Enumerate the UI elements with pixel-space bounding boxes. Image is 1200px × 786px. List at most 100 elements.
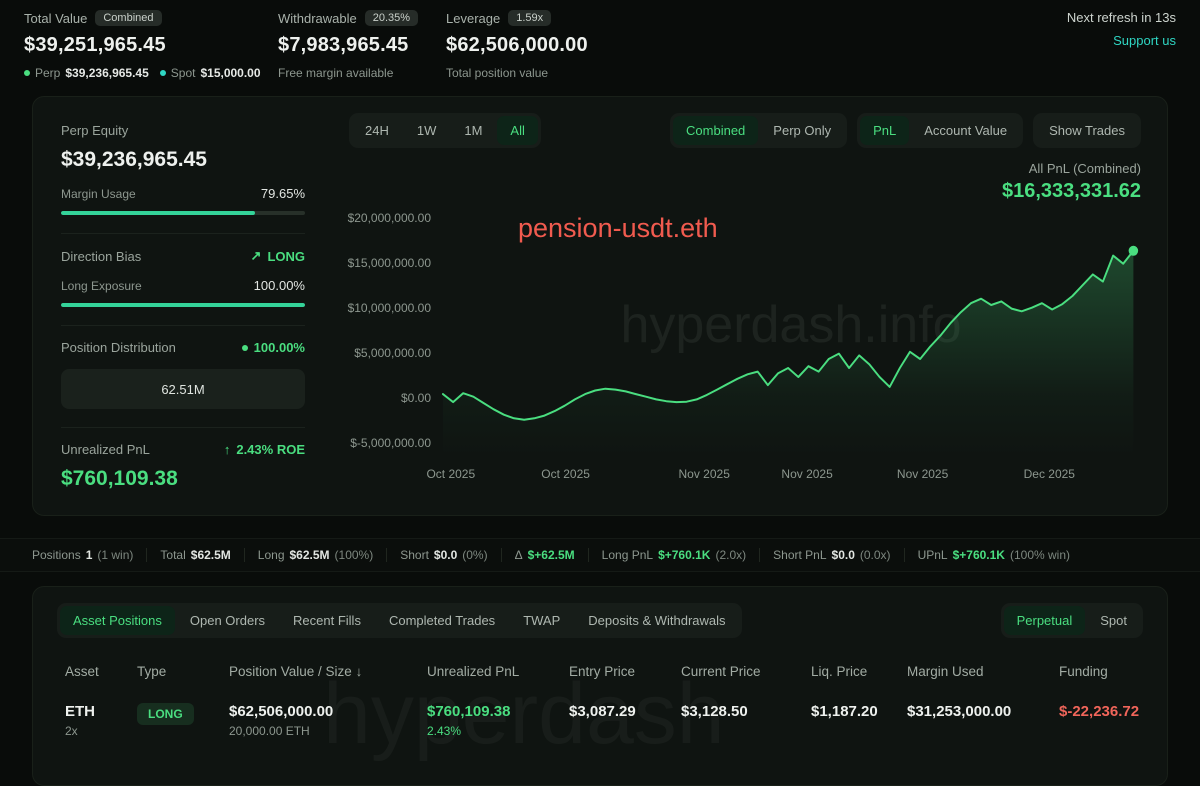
trend-up-icon: ↗: [250, 248, 262, 263]
range-tab-all[interactable]: All: [497, 116, 538, 145]
summary-value: $62.5M: [190, 548, 231, 562]
tab-spot[interactable]: Spot: [1087, 606, 1140, 635]
tab-asset-positions[interactable]: Asset Positions: [60, 606, 175, 635]
unrealized-pnl-cell: $760,109.38 2.43%: [427, 703, 569, 738]
direction-bias-value: LONG: [267, 248, 305, 264]
margin-usage-label: Margin Usage: [61, 186, 136, 201]
entry-price-cell: $3,087.29: [569, 703, 636, 720]
last-point-dot: [1128, 245, 1139, 256]
col-header-margin-used[interactable]: Margin Used: [907, 664, 984, 679]
summary-item-total: Total $62.5M: [146, 548, 243, 562]
summary-item-upnl: UPnL $+760.1K (100% win): [903, 548, 1083, 562]
y-axis-tick: $20,000,000.00: [347, 210, 431, 225]
long-badge: LONG: [137, 703, 194, 725]
col-header-asset[interactable]: Asset: [65, 664, 99, 679]
x-axis: Oct 2025 Oct 2025 Nov 2025 Nov 2025 Nov 2025…: [426, 467, 1141, 489]
summary-label: Δ: [514, 548, 523, 562]
col-header-position-value-size[interactable]: Position Value / Size ↓: [229, 664, 363, 679]
summary-label: Long: [257, 548, 285, 562]
mode-tab-perp-only[interactable]: Perp Only: [760, 116, 844, 145]
margin-usage-bar: [61, 211, 305, 215]
x-axis-tick: Oct 2025: [541, 467, 590, 481]
pnl-line: [441, 249, 1135, 421]
show-trades-button[interactable]: Show Trades: [1036, 116, 1138, 145]
support-link[interactable]: Support us: [1113, 33, 1176, 48]
long-exposure-bar: [61, 303, 305, 307]
spot-label: Spot: [170, 66, 196, 80]
y-axis-tick: $10,000,000.00: [347, 300, 431, 315]
position-row[interactable]: ETH 2x LONG $62,506,000.00 20,000.00 ETH $760…: [57, 703, 1143, 738]
mode-tab-combined[interactable]: Combined: [673, 116, 759, 145]
asset-leverage: 2x: [65, 724, 78, 738]
tab-completed-trades[interactable]: Completed Trades: [376, 606, 508, 635]
metric-tab-pnl[interactable]: PnL: [860, 116, 910, 145]
sort-desc-icon[interactable]: ↓: [351, 664, 363, 679]
market-type-tabs: Perpetual Spot: [1000, 603, 1143, 638]
margin-usage-bar-fill: [61, 211, 256, 215]
portfolio-card: Perp Equity $39,236,965.45 Margin Usage …: [32, 96, 1168, 516]
summary-label: Positions: [32, 548, 81, 562]
metric-tab-account-value[interactable]: Account Value: [911, 116, 1020, 145]
total-value-label: Total Value: [24, 10, 88, 26]
summary-value: $0.0: [831, 548, 855, 562]
summary-extra: (2.0x): [715, 548, 747, 562]
current-price-cell: $3,128.50: [681, 703, 748, 720]
summary-extra: (0%): [462, 548, 488, 562]
col-header-entry-price[interactable]: Entry Price: [569, 664, 636, 679]
summary-extra: (1 win): [97, 548, 134, 562]
all-pnl-label: All PnL (Combined): [1028, 161, 1141, 176]
col-header-current-price[interactable]: Current Price: [681, 664, 761, 679]
tab-recent-fills[interactable]: Recent Fills: [280, 606, 374, 635]
col-header-unrealized-pnl[interactable]: Unrealized PnL: [427, 664, 520, 679]
summary-item-short: Short $0.0 (0%): [386, 548, 500, 562]
summary-item-long: Long $62.5M (100%): [243, 548, 386, 562]
tab-twap[interactable]: TWAP: [510, 606, 573, 635]
withdrawable-sub: Free margin available: [278, 66, 394, 80]
liq-price-cell: $1,187.20: [811, 703, 878, 720]
divider: [61, 427, 305, 428]
summary-extra: (0.0x): [859, 548, 891, 562]
col-header-type[interactable]: Type: [137, 664, 167, 679]
positions-summary-bar: Positions 1 (1 win) Total $62.5M Long $62.5M (1…: [0, 538, 1200, 572]
range-tab-1m[interactable]: 1M: [451, 116, 495, 145]
long-exposure-label: Long Exposure: [61, 278, 142, 293]
positions-table: Asset Type Position Value / Size ↓ Unrealiz…: [57, 664, 1143, 738]
summary-value: $62.5M: [289, 548, 330, 562]
summary-item-positions: Positions 1 (1 win): [32, 548, 146, 562]
leverage-label: Leverage: [446, 10, 501, 26]
withdrawable-pct-badge: 20.35%: [364, 10, 419, 26]
long-exposure-bar-fill: [61, 303, 305, 307]
wallet-name-overlay: pension-usdt.eth: [518, 213, 718, 243]
arrow-up-icon: ↑: [223, 442, 231, 457]
portfolio-sidebar: Perp Equity $39,236,965.45 Margin Usage …: [33, 97, 333, 515]
summary-label: UPnL: [917, 548, 948, 562]
tab-open-orders[interactable]: Open Orders: [177, 606, 278, 635]
range-tab-1w[interactable]: 1W: [404, 116, 450, 145]
distribution-segment[interactable]: 62.51M: [61, 369, 305, 409]
summary-extra: (100% win): [1009, 548, 1071, 562]
summary-value: $+760.1K: [658, 548, 711, 562]
summary-value: $+760.1K: [952, 548, 1005, 562]
spot-value: $15,000.00: [200, 66, 261, 80]
tab-perpetual[interactable]: Perpetual: [1003, 606, 1086, 635]
type-cell: LONG: [137, 703, 229, 725]
table-header-row: Asset Type Position Value / Size ↓ Unrealiz…: [57, 664, 1143, 679]
x-axis-tick: Dec 2025: [1023, 467, 1075, 481]
y-axis-tick: $-5,000,000.00: [350, 435, 431, 450]
summary-items: Positions 1 (1 win) Total $62.5M Long $62.5M (1…: [32, 548, 1083, 562]
col-header-liq-price[interactable]: Liq. Price: [811, 664, 868, 679]
pnl-chart-svg[interactable]: [441, 207, 1141, 457]
y-axis: $20,000,000.00 $15,000,000.00 $10,000,000.…: [347, 207, 441, 457]
y-axis-tick: $15,000,000.00: [347, 255, 431, 270]
tab-deposits-withdrawals[interactable]: Deposits & Withdrawals: [575, 606, 738, 635]
col-header-funding[interactable]: Funding: [1059, 664, 1108, 679]
range-tab-24h[interactable]: 24H: [352, 116, 402, 145]
withdrawable-amount: $7,983,965.45: [278, 34, 409, 56]
pnl-chart-plot[interactable]: hyperdash.info pension: [441, 207, 1141, 457]
x-axis-tick: Oct 2025: [426, 467, 476, 481]
unrealized-pnl-value: $760,109.38: [61, 467, 178, 490]
summary-label: Long PnL: [601, 548, 654, 562]
summary-value: $0.0: [433, 548, 458, 562]
position-value: $62,506,000.00: [229, 703, 334, 720]
leverage-amount: $62,506,000.00: [446, 34, 588, 56]
